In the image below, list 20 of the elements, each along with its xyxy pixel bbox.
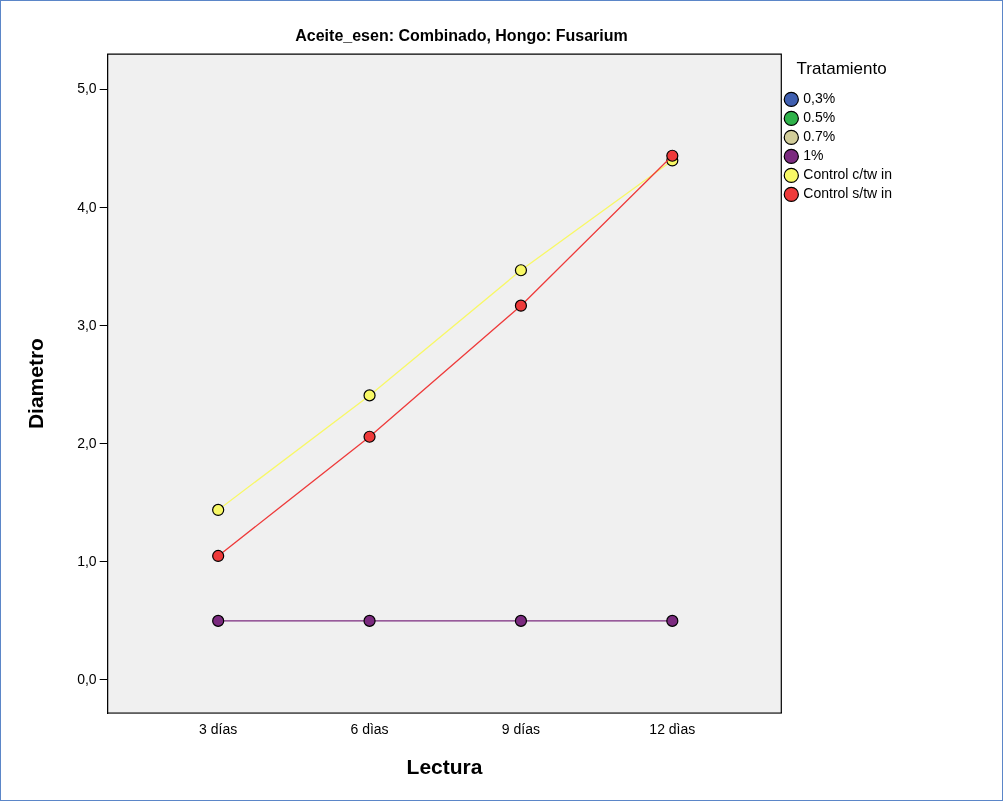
y-tick-label: 0,0 — [77, 670, 97, 687]
y-tick-label: 1,0 — [77, 552, 97, 569]
x-tick-label: 6 dìas — [350, 721, 389, 738]
legend-label: 0,3% — [803, 90, 836, 107]
chart-title: Aceite_esen: Combinado, Hongo: Fusarium — [295, 27, 628, 45]
x-tick-label: 9 días — [501, 721, 540, 738]
y-tick-label: 4,0 — [77, 198, 97, 215]
y-tick-label: 2,0 — [77, 434, 97, 451]
y-tick-label: 5,0 — [77, 80, 97, 97]
legend-label: 1% — [803, 147, 824, 164]
x-tick-label: 12 dìas — [649, 721, 696, 738]
legend-label: Control c/tw in — [803, 166, 893, 183]
x-tick-label: 3 días — [199, 721, 238, 738]
legend-label: Control s/tw in — [803, 185, 893, 202]
x-axis-title: Lectura — [406, 755, 483, 779]
legend-label: 0.5% — [803, 109, 836, 126]
legend-title: Tratamiento — [796, 59, 887, 79]
y-tick-label: 3,0 — [77, 316, 97, 333]
legend-label: 0.7% — [803, 128, 836, 145]
y-axis-title: Diametro — [24, 338, 48, 430]
